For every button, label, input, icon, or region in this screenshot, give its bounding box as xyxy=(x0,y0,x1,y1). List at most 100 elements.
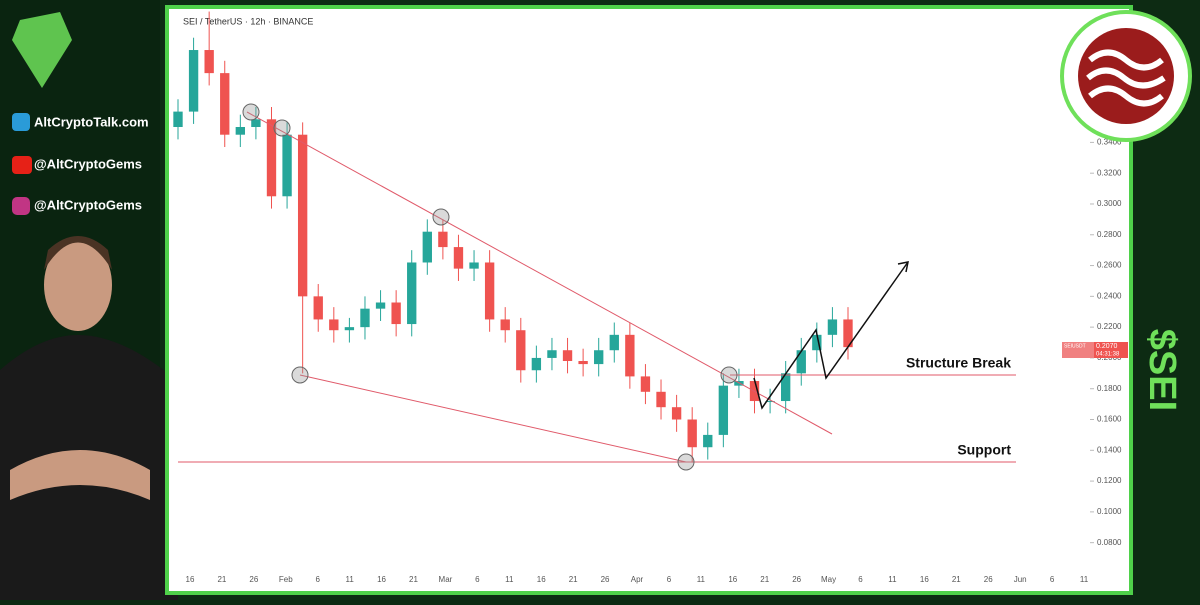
y-tick-label: 0.0800 xyxy=(1097,538,1122,547)
y-tick-label: 0.2200 xyxy=(1097,322,1122,331)
candle-body xyxy=(765,401,775,403)
ticker: $SEI xyxy=(1141,329,1183,411)
website: AltCryptoTalk.com xyxy=(34,114,149,129)
structure-break-label: Structure Break xyxy=(906,355,1011,371)
x-tick-label: 6 xyxy=(315,575,320,584)
badge-countdown: 04:31:38 xyxy=(1096,352,1120,358)
candle-body xyxy=(687,419,697,448)
candle-body xyxy=(453,247,464,269)
badge xyxy=(1094,342,1128,358)
candle-body xyxy=(594,350,604,365)
y-tick-label: 0.2400 xyxy=(1097,291,1122,300)
x-tick-label: 16 xyxy=(377,575,386,584)
candle-body xyxy=(251,119,261,128)
x-tick-label: 16 xyxy=(920,575,929,584)
candle-body xyxy=(812,334,822,351)
x-tick-label: 16 xyxy=(728,575,737,584)
symbol-header: SEI / TetherUS · 12h · BINANCE xyxy=(183,16,313,26)
x-tick-label: 21 xyxy=(409,575,418,584)
badge-symbol: SEIUSDT xyxy=(1064,343,1086,349)
candle-body xyxy=(422,231,432,263)
x-tick-label: 11 xyxy=(505,575,514,584)
x-tick-label: 16 xyxy=(537,575,546,584)
x-tick-label: 11 xyxy=(345,575,354,584)
badge-left xyxy=(1062,342,1094,358)
candle-body xyxy=(718,385,729,435)
candle-body xyxy=(173,111,183,128)
x-tick-label: 26 xyxy=(601,575,610,584)
web-icon xyxy=(12,113,30,131)
logo xyxy=(12,12,72,88)
chart-panel xyxy=(165,5,1133,595)
candle-body xyxy=(671,407,682,420)
x-tick-label: 11 xyxy=(697,575,706,584)
instagram: @AltCryptoGems xyxy=(34,197,142,212)
candle-body xyxy=(375,302,386,309)
x-tick-label: 6 xyxy=(858,575,863,584)
y-tick-label: 0.1400 xyxy=(1097,445,1122,454)
x-tick-label: 21 xyxy=(217,575,226,584)
candle-body xyxy=(313,296,323,320)
y-tick-label: 0.1800 xyxy=(1097,384,1122,393)
y-tick-label: 0.2600 xyxy=(1097,261,1122,270)
x-tick-label: 11 xyxy=(1080,575,1089,584)
candle-body xyxy=(204,50,214,74)
x-tick-label: Mar xyxy=(439,575,453,584)
candle-body xyxy=(796,350,806,374)
candle-body xyxy=(500,319,510,331)
candle-body xyxy=(640,376,651,392)
x-tick-label: 6 xyxy=(1050,575,1055,584)
candle-body xyxy=(625,334,635,377)
y-tick-label: 0.1600 xyxy=(1097,415,1122,424)
instagram-icon xyxy=(12,197,30,215)
x-tick-label: 26 xyxy=(984,575,993,584)
candle-body xyxy=(656,391,666,408)
candle-body xyxy=(360,308,370,328)
x-tick-label: 21 xyxy=(952,575,961,584)
candle-body xyxy=(391,302,401,325)
arrow-head xyxy=(897,261,909,273)
y-tick-label: 0.3200 xyxy=(1097,168,1122,177)
candle-body xyxy=(484,262,495,320)
x-tick-label: 21 xyxy=(569,575,578,584)
candle-body xyxy=(407,262,417,325)
support-label: Support xyxy=(957,442,1011,458)
y-tick-label: 0.2800 xyxy=(1097,230,1122,239)
candle-body xyxy=(827,319,838,335)
candle-body xyxy=(531,357,542,371)
candle-body xyxy=(609,334,619,351)
candle-body xyxy=(220,73,230,135)
candle-body xyxy=(282,134,292,197)
x-tick-label: 16 xyxy=(186,575,195,584)
x-tick-label: Jun xyxy=(1014,575,1027,584)
x-tick-label: May xyxy=(821,575,836,584)
projection-arrow xyxy=(753,261,909,410)
youtube: @AltCryptoGems xyxy=(34,156,142,171)
candle-body xyxy=(329,319,339,331)
badge-price: 0.2070 xyxy=(1096,343,1118,350)
candle-body xyxy=(235,127,245,135)
candle-body xyxy=(438,231,448,248)
candle-body xyxy=(516,330,526,371)
candle-body xyxy=(781,373,791,402)
candle-body xyxy=(843,319,853,348)
person xyxy=(0,236,178,600)
y-tick-label: 0.3000 xyxy=(1097,199,1122,208)
x-tick-label: 6 xyxy=(667,575,672,584)
y-tick-label: 0.1200 xyxy=(1097,476,1122,485)
candle-body xyxy=(266,119,277,197)
x-tick-label: 26 xyxy=(792,575,801,584)
x-tick-label: 21 xyxy=(760,575,769,584)
candle-body xyxy=(469,262,479,269)
candle-body xyxy=(562,350,573,362)
candle-body xyxy=(547,350,557,358)
candle-body xyxy=(703,434,713,448)
support-trendline xyxy=(299,374,687,463)
y-tick-label: 0.1000 xyxy=(1097,507,1122,516)
youtube-icon xyxy=(12,156,32,174)
x-tick-label: 11 xyxy=(888,575,897,584)
x-tick-label: Feb xyxy=(279,575,293,584)
touch-points xyxy=(242,103,738,471)
x-tick-label: 26 xyxy=(249,575,258,584)
